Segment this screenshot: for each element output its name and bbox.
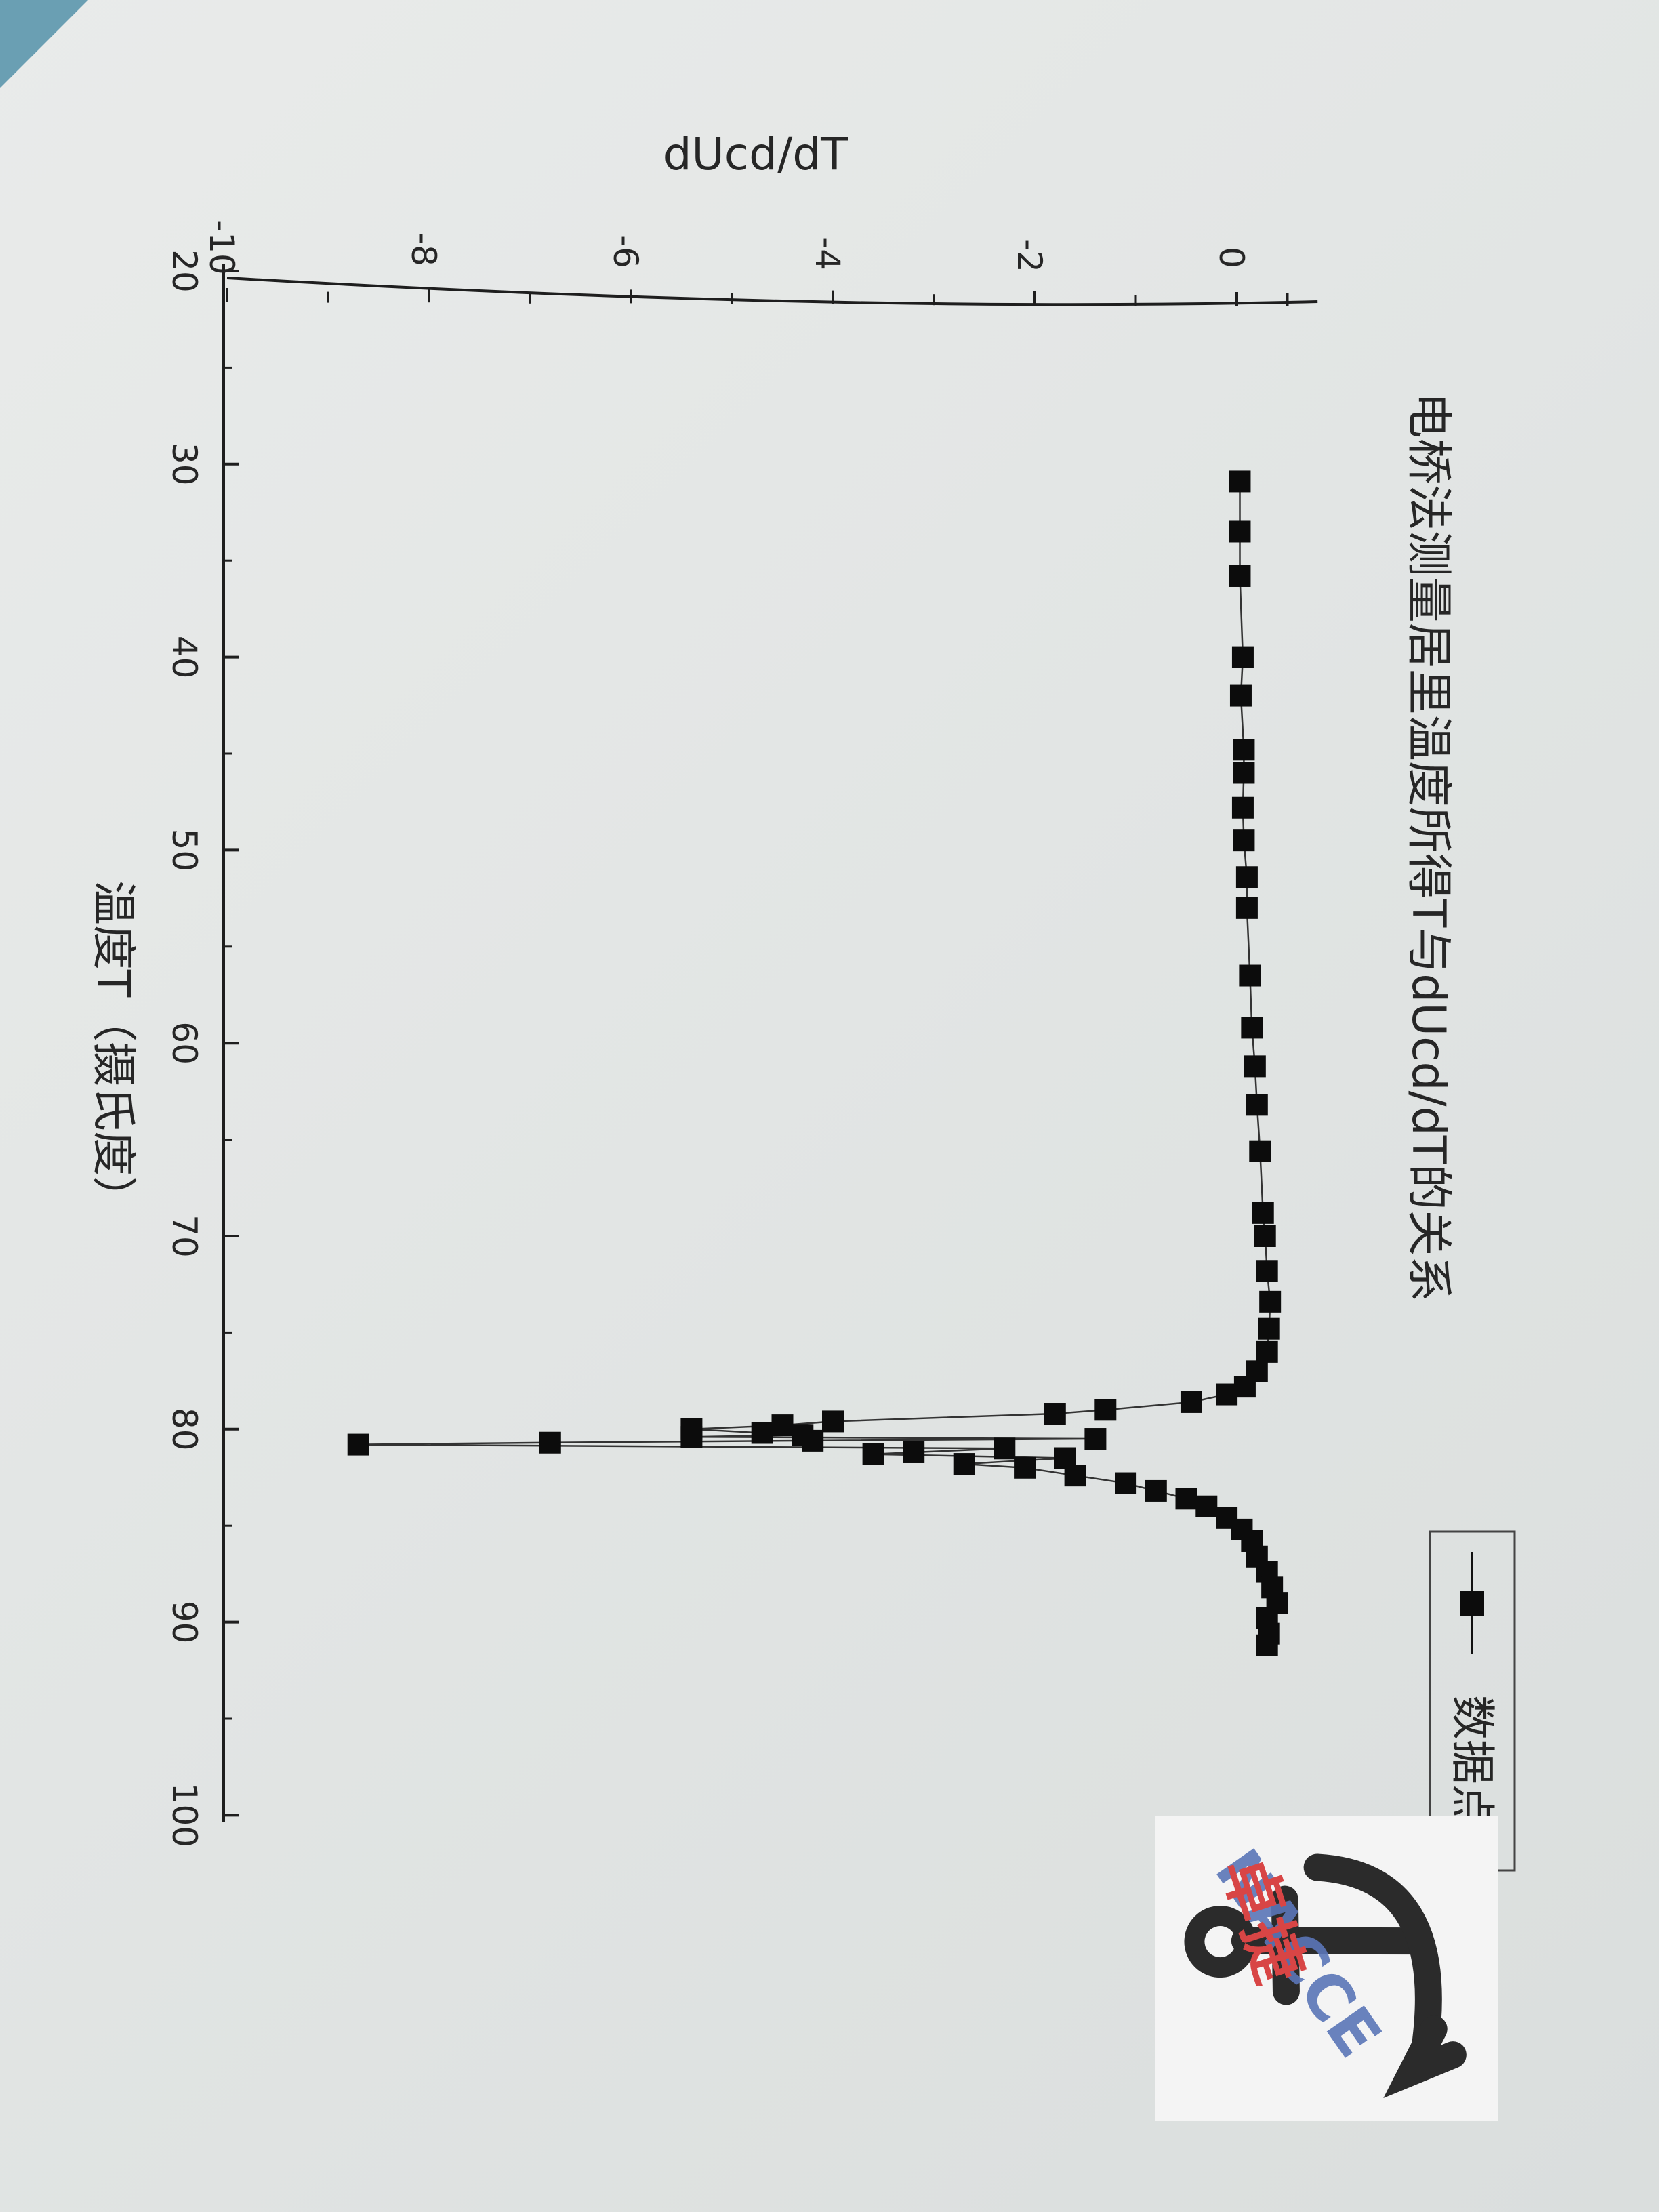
x-tick-label: 90	[165, 1601, 204, 1644]
data-point	[1233, 1376, 1256, 1398]
y-axis-line	[226, 276, 1318, 306]
series-line	[358, 481, 1278, 1646]
x-tick-label: 30	[165, 443, 204, 486]
y-tick-label: -2	[1010, 239, 1049, 272]
data-point	[680, 1426, 703, 1448]
chart-title: 电桥法测量居里温度所得T与dUcd/dT的关系	[1401, 392, 1455, 1303]
data-point	[1229, 684, 1252, 707]
data-point	[1216, 1383, 1238, 1406]
x-axis-label: 温度T（摄氏度）	[87, 880, 140, 1221]
data-point	[771, 1414, 794, 1437]
x-tick-label: 20	[165, 249, 204, 293]
data-point	[751, 1422, 773, 1444]
y-axis-label: dUcd/dT	[663, 128, 849, 180]
data-point	[1233, 739, 1255, 761]
data-point	[1044, 1403, 1066, 1425]
y-tick-label: -4	[808, 237, 847, 270]
y-tick-label: -10	[202, 220, 241, 275]
data-point	[1233, 830, 1255, 852]
y-tick-label: -8	[404, 232, 443, 266]
x-tick-label: 60	[165, 1021, 204, 1065]
data-point	[1246, 1094, 1268, 1116]
y-tick-label: 0	[1212, 247, 1251, 268]
x-tick-label: 50	[165, 829, 204, 872]
data-point	[953, 1453, 975, 1475]
data-point	[1094, 1399, 1117, 1421]
data-point	[1231, 796, 1254, 819]
data-point	[1229, 520, 1251, 543]
x-tick-label: 80	[165, 1408, 204, 1451]
x-tick-label: 100	[165, 1783, 204, 1847]
watermark-logo: NACCE 卓捷	[1155, 1816, 1498, 2121]
data-point	[1235, 866, 1258, 888]
data-point	[1229, 565, 1251, 587]
data-point	[1252, 1202, 1274, 1224]
data-point	[802, 1429, 824, 1452]
anchor-icon	[1184, 1853, 1467, 2099]
axes: 20 30 40 50 60 70 80 90 100 -10 -8 -6 -4 -2 0	[165, 220, 1318, 1847]
chart-labels: dUcd/dT 温度T（摄氏度） 电桥法测量居里温度所得T与dUcd/dT的关系	[87, 128, 1455, 1302]
data-point	[1229, 470, 1251, 493]
data-point	[1145, 1479, 1167, 1502]
data-point	[347, 1433, 369, 1456]
data-point	[822, 1410, 844, 1433]
data-point	[1115, 1472, 1137, 1494]
x-tick-label: 70	[165, 1214, 204, 1258]
data-point	[1064, 1465, 1086, 1487]
data-point	[903, 1441, 925, 1463]
data-point	[1175, 1488, 1197, 1510]
legend-marker	[1460, 1591, 1484, 1616]
data-point	[1195, 1495, 1218, 1517]
data-point	[1180, 1391, 1202, 1413]
data-point	[1249, 1140, 1271, 1162]
data-point	[1231, 646, 1254, 668]
data-point	[994, 1437, 1016, 1460]
data-point	[862, 1443, 884, 1465]
legend-label: 数据点	[1446, 1695, 1498, 1829]
data-point	[1014, 1456, 1036, 1479]
data-point	[1233, 762, 1255, 784]
background-corner	[0, 0, 88, 88]
data-point	[1244, 1055, 1266, 1078]
data-point	[539, 1431, 561, 1454]
data-series	[347, 470, 1288, 1656]
data-point	[1241, 1017, 1263, 1039]
data-point	[1256, 1260, 1278, 1282]
data-point	[1254, 1225, 1276, 1247]
y-tick-label: -6	[606, 234, 645, 268]
data-point	[1259, 1290, 1282, 1313]
data-point	[1256, 1340, 1278, 1363]
legend: 数据点	[1429, 1530, 1516, 1872]
data-point	[1256, 1634, 1278, 1656]
data-point	[1084, 1428, 1107, 1450]
data-point	[1235, 897, 1258, 919]
x-tick-label: 40	[165, 636, 204, 679]
data-point	[1258, 1317, 1280, 1340]
data-point	[1239, 964, 1261, 987]
